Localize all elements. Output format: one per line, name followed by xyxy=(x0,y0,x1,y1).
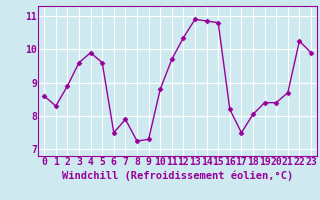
X-axis label: Windchill (Refroidissement éolien,°C): Windchill (Refroidissement éolien,°C) xyxy=(62,170,293,181)
